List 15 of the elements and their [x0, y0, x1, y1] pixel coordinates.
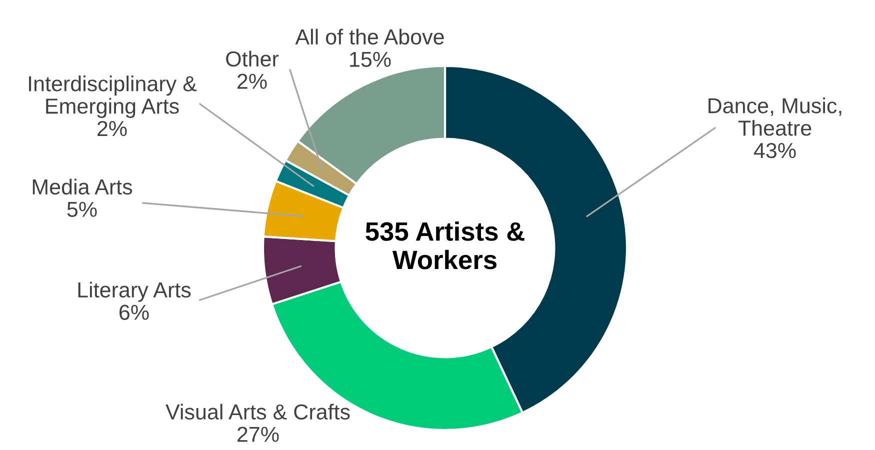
data-label: 27%	[238, 426, 279, 442]
text: 535 Artists & Workers	[366, 221, 524, 270]
data-label: 43%	[754, 142, 796, 158]
slice-label: Literary Arts	[78, 282, 191, 302]
slice-label: All of the Above	[295, 28, 444, 45]
data-label: 2%	[98, 120, 127, 136]
slice-label: Interdisciplinary & Emerging Arts	[29, 76, 197, 118]
slice-label: Visual Arts & Crafts	[166, 404, 350, 420]
slice-label: Media Arts	[32, 178, 132, 195]
data-label: 6%	[120, 304, 149, 320]
slice-label: Dance, Music, Theatre	[708, 98, 842, 136]
data-label: 5%	[67, 202, 97, 217]
data-label: 15%	[350, 52, 391, 67]
data-label: 2%	[238, 74, 267, 89]
slice-label: Other	[226, 50, 279, 67]
